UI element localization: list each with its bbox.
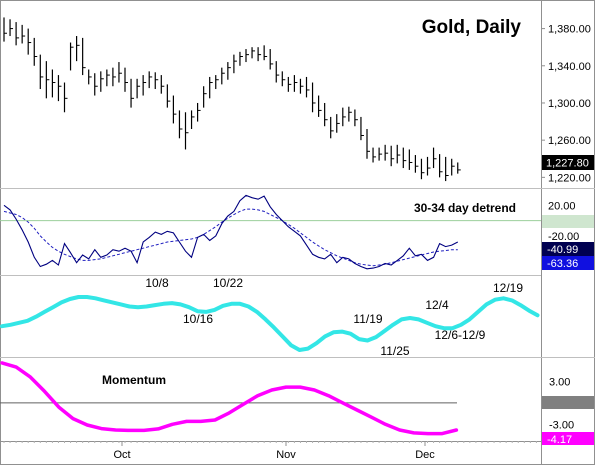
- cycle-panel: 10/8 10/16 10/22 11/19 11/25 12/4 12/6-12/9 12/…: [0, 276, 540, 358]
- cycle-date-label: 12/19: [493, 281, 523, 295]
- detrend-tick-label: -20.00: [548, 231, 579, 243]
- last-price-badge: [542, 155, 594, 170]
- detrend-title: 30-34 day detrend: [414, 201, 516, 215]
- cycle-date-label: 10/8: [145, 276, 169, 290]
- cycle-date-label: 12/4: [425, 298, 449, 312]
- detrend-badge-2: [542, 256, 594, 270]
- momentum-badge: [542, 432, 594, 445]
- detrend-badge-1: [542, 242, 594, 256]
- month-label: Nov: [276, 449, 296, 461]
- month-label: Oct: [113, 449, 130, 461]
- chart-title: Gold, Daily: [422, 17, 522, 38]
- momentum-zero-badge: [542, 396, 594, 409]
- cycle-date-label: 11/19: [353, 312, 382, 326]
- momentum-title: Momentum: [102, 373, 166, 387]
- momentum-badge-label: -4.17: [547, 434, 572, 446]
- detrend-line: [3, 194, 459, 270]
- price-tick-label: 1,340.00: [548, 61, 591, 73]
- momentum-line: [0, 361, 459, 436]
- month-label: Dec: [415, 449, 435, 461]
- cycle-date-label: 12/6-12/9: [435, 328, 486, 342]
- detrend-zero-highlight: [542, 215, 594, 228]
- detrend-tick-label: 20.00: [548, 200, 576, 212]
- price-panel: 1,220.00 1,260.00 1,300.00 1,340.00 1,380.00: [3, 17, 591, 184]
- cycle-date-label: 11/25: [380, 344, 409, 358]
- x-axis: Oct Nov Dec: [3, 441, 537, 461]
- last-price-label: 1,227.80: [546, 158, 589, 170]
- cycle-date-label: 10/22: [213, 276, 243, 290]
- momentum-tick-label: 3.00: [549, 376, 570, 388]
- cycle-line: [0, 295, 540, 352]
- price-tick-label: 1,380.00: [548, 24, 591, 36]
- price-tick-label: 1,300.00: [548, 98, 591, 110]
- price-tick-label: 1,260.00: [548, 135, 591, 147]
- momentum-tick-label: -3.00: [549, 419, 574, 431]
- cycle-date-label: 10/16: [183, 312, 213, 326]
- detrend-badge-2-label: -63.36: [547, 258, 578, 270]
- detrend-badge-1-label: -40.99: [547, 244, 578, 256]
- price-tick-label: 1,220.00: [548, 172, 591, 184]
